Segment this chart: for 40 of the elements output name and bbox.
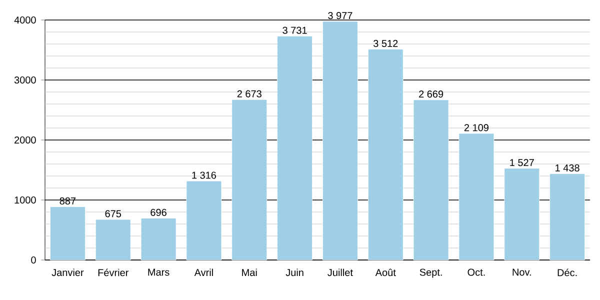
x-tick-label: Juin (286, 268, 304, 276)
bar (458, 133, 494, 260)
data-label: 1 316 (192, 172, 216, 179)
bar (322, 21, 358, 260)
y-tick-label: 1000 (14, 196, 36, 204)
data-label: 2 109 (464, 124, 488, 132)
bar (504, 168, 540, 260)
x-tick-label: Mars (148, 268, 170, 276)
bar (95, 219, 131, 260)
x-tick-label: Avril (194, 268, 213, 276)
data-label: 3 731 (282, 26, 307, 34)
x-tick-label: Oct. (468, 268, 485, 276)
x-tick-label: Août (375, 268, 396, 276)
bar (186, 180, 222, 260)
bar (277, 36, 312, 260)
bar (140, 218, 176, 260)
data-label: 3 512 (373, 40, 398, 48)
bar (368, 49, 404, 260)
y-tick-label: 0 (31, 256, 36, 264)
bar (50, 206, 86, 260)
bar (232, 99, 268, 260)
data-label: 2 673 (237, 90, 262, 98)
x-tick-label: Février (98, 268, 129, 276)
x-tick-label: Sept. (420, 268, 442, 278)
bar (550, 174, 585, 260)
x-tick-label: Janvier (52, 268, 84, 276)
y-tick-label: 2000 (14, 136, 36, 144)
x-tick-label: Déc. (558, 268, 577, 276)
bar (413, 100, 449, 260)
data-label: 2 669 (419, 90, 444, 98)
data-label: 675 (105, 210, 122, 218)
y-tick-label: 3000 (14, 76, 36, 84)
data-label: 696 (150, 208, 166, 216)
data-label: 3 977 (328, 12, 352, 20)
x-tick-label: Juillet (328, 268, 353, 276)
x-tick-label: Nov. (512, 268, 531, 276)
x-tick-label: Mai (242, 268, 257, 276)
y-tick-label: 4000 (14, 16, 36, 24)
data-label: 1 527 (510, 159, 534, 166)
data-label: 1 438 (556, 164, 580, 172)
